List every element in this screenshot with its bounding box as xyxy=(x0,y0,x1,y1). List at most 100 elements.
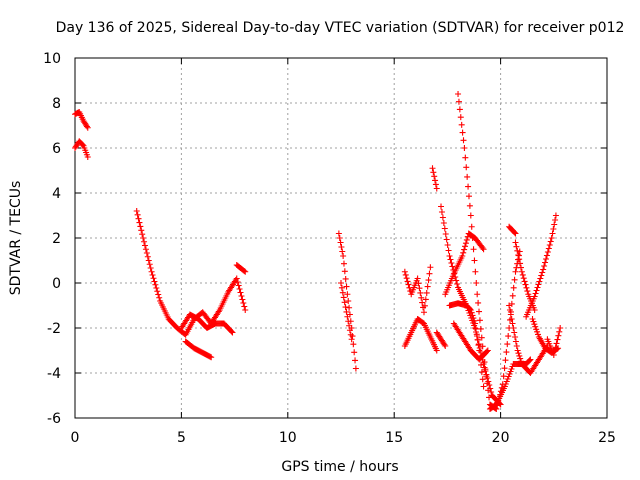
data-point xyxy=(543,252,550,259)
series-arc-3 xyxy=(133,208,249,338)
data-point xyxy=(453,277,460,284)
y-tick-label: -6 xyxy=(47,411,61,427)
data-point xyxy=(460,137,467,144)
data-point xyxy=(502,357,509,364)
data-point xyxy=(152,281,159,288)
data-point xyxy=(533,326,540,333)
data-point xyxy=(422,296,429,303)
data-point xyxy=(478,361,485,368)
data-point xyxy=(483,373,490,380)
data-point xyxy=(473,280,480,286)
data-point xyxy=(150,275,157,282)
data-point xyxy=(516,352,523,359)
data-point xyxy=(137,223,144,230)
data-point xyxy=(459,129,466,136)
data-point xyxy=(461,145,468,151)
data-point xyxy=(475,299,482,306)
y-tick-label: 0 xyxy=(52,276,61,292)
data-point xyxy=(238,293,245,299)
data-point xyxy=(425,277,432,284)
data-point xyxy=(423,289,430,296)
data-point xyxy=(442,343,449,349)
data-point xyxy=(514,347,521,354)
data-point xyxy=(421,302,428,309)
data-point xyxy=(338,284,345,291)
data-point xyxy=(340,294,347,301)
series-arc-16 xyxy=(450,320,491,363)
data-point xyxy=(456,106,463,113)
data-point xyxy=(468,223,475,230)
data-point xyxy=(473,329,480,335)
data-point xyxy=(538,272,545,279)
data-point xyxy=(444,242,451,248)
data-point xyxy=(472,268,479,275)
data-point xyxy=(343,283,350,290)
data-point xyxy=(526,357,533,364)
data-point xyxy=(228,328,235,335)
data-point xyxy=(550,226,557,232)
data-point xyxy=(156,294,163,301)
data-point xyxy=(474,291,481,298)
data-point xyxy=(514,247,521,254)
data-point xyxy=(346,322,353,329)
data-point xyxy=(478,334,485,341)
data-point xyxy=(415,280,422,287)
data-point xyxy=(229,329,236,336)
data-point xyxy=(517,355,524,362)
data-point xyxy=(484,380,491,387)
data-point xyxy=(517,264,524,271)
data-point xyxy=(486,394,493,401)
data-point xyxy=(445,247,452,254)
data-point xyxy=(471,257,478,264)
data-point xyxy=(352,357,359,364)
x-tick-label: 5 xyxy=(177,430,186,446)
data-point xyxy=(512,230,519,237)
data-point xyxy=(550,352,557,358)
data-point xyxy=(460,249,467,256)
data-point xyxy=(84,154,91,160)
data-point xyxy=(524,288,531,295)
series-arc-12 xyxy=(433,329,449,349)
data-point xyxy=(237,289,244,296)
data-point xyxy=(467,212,474,219)
data-point xyxy=(542,259,549,266)
data-point xyxy=(474,337,481,343)
data-point xyxy=(472,325,479,331)
data-point xyxy=(345,318,352,325)
data-point xyxy=(512,239,519,246)
data-point xyxy=(432,177,439,184)
series-arc-11 xyxy=(429,165,440,192)
data-point xyxy=(144,253,151,260)
data-point xyxy=(551,348,558,355)
data-point xyxy=(462,240,469,247)
data-point xyxy=(346,304,353,311)
data-point xyxy=(555,332,562,339)
data-point xyxy=(520,275,527,282)
data-point xyxy=(236,286,243,292)
data-point xyxy=(542,256,549,262)
data-point xyxy=(477,325,484,332)
data-point xyxy=(420,309,427,316)
series-arc-8 xyxy=(338,280,355,343)
data-point xyxy=(531,293,538,300)
data-point xyxy=(151,278,158,285)
data-point xyxy=(504,341,511,348)
data-point xyxy=(470,246,477,253)
data-point xyxy=(537,275,544,282)
data-point xyxy=(148,268,155,275)
data-point xyxy=(539,269,546,276)
data-point xyxy=(535,281,542,288)
data-point xyxy=(143,250,150,256)
data-point xyxy=(348,336,355,343)
data-points xyxy=(72,91,564,412)
data-point xyxy=(533,287,540,294)
data-point xyxy=(531,307,538,313)
y-axis-label: SDTVAR / TECUs xyxy=(8,181,24,296)
data-point xyxy=(429,165,436,172)
data-point xyxy=(336,235,343,241)
data-point xyxy=(518,268,525,275)
data-point xyxy=(441,225,448,232)
data-point xyxy=(462,243,469,250)
data-point xyxy=(548,235,555,241)
series-arc-7 xyxy=(335,230,359,372)
